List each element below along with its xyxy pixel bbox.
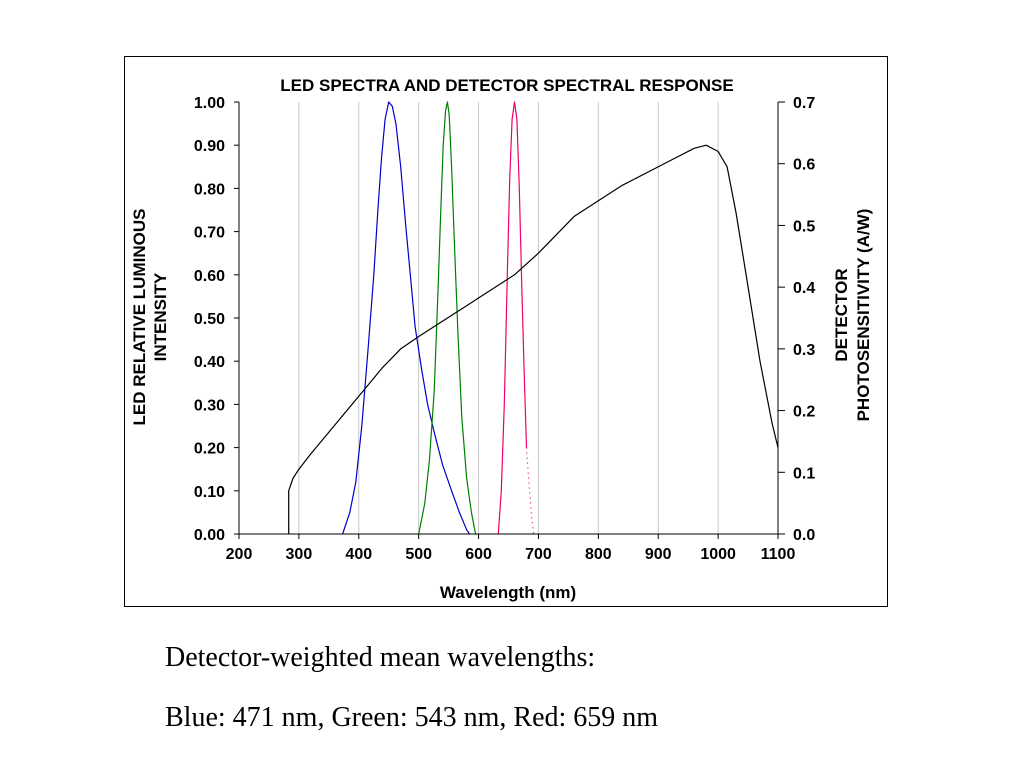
series-line-2 xyxy=(497,101,528,535)
x-tick-label: 600 xyxy=(465,546,492,563)
x-axis-label: Wavelength (nm) xyxy=(440,583,576,602)
left-axis-label-line-1: LED RELATIVE LUMINOUS xyxy=(130,209,149,426)
left-axis-label-line-2: INTENSITY xyxy=(151,272,170,361)
y-left-tick-label: 0.70 xyxy=(194,225,225,242)
x-tick-label: 900 xyxy=(645,546,672,563)
y-left-tick-label: 1.00 xyxy=(194,95,225,112)
right-axis-label: DETECTOR PHOTOSENSITIVITY (A/W) xyxy=(832,209,873,422)
y-right-tick-label: 0.2 xyxy=(793,404,815,421)
y-right-tick-label: 0.1 xyxy=(793,465,815,482)
y-left-tick-label: 0.30 xyxy=(194,397,225,414)
series-layer xyxy=(288,101,779,535)
y-left-tick-label: 0.60 xyxy=(194,268,225,285)
y-left-tick-label: 0.00 xyxy=(194,527,225,544)
x-tick-label: 400 xyxy=(345,546,372,563)
y-right-tick-label: 0.7 xyxy=(793,95,815,112)
x-tick-label: 500 xyxy=(405,546,432,563)
caption-line-2: Blue: 471 nm, Green: 543 nm, Red: 659 nm xyxy=(165,702,659,733)
left-axis-label: LED RELATIVE LUMINOUS INTENSITY xyxy=(130,209,170,426)
x-tick-label: 800 xyxy=(585,546,612,563)
x-tick-label: 1000 xyxy=(700,546,736,563)
series-line-1 xyxy=(418,101,477,535)
right-axis-label-line-2: PHOTOSENSITIVITY (A/W) xyxy=(854,209,873,422)
y-right-tick-label: 0.5 xyxy=(793,218,815,235)
x-tick-label: 700 xyxy=(525,546,552,563)
chart-title: LED SPECTRA AND DETECTOR SPECTRAL RESPON… xyxy=(280,76,733,95)
y-left-tick-label: 0.10 xyxy=(194,484,225,501)
y-left-tick-label: 0.50 xyxy=(194,311,225,328)
x-tick-label: 200 xyxy=(226,546,253,563)
chart-svg: 200 300 400 500 600 700 800 900 1000 11000.000.10… xyxy=(130,76,873,602)
caption-line-1: Detector-weighted mean wavelengths: xyxy=(165,642,596,673)
chart-frame: 200 300 400 500 600 700 800 900 1000 1100 0.00 0.10… xyxy=(124,56,888,607)
y-right-tick-label: 0.6 xyxy=(793,157,815,174)
y-left-tick-label: 0.20 xyxy=(194,441,225,458)
grid-layer xyxy=(298,102,719,534)
y-left-tick-label: 0.80 xyxy=(194,181,225,198)
y-left-tick-label: 0.40 xyxy=(194,354,225,371)
axes-layer: 200 300 400 500 600 700 800 900 1000 11000.000.10… xyxy=(194,95,815,563)
y-right-tick-label: 0.3 xyxy=(793,342,815,359)
x-tick-label: 1100 xyxy=(761,546,796,563)
right-axis-label-line-1: DETECTOR xyxy=(832,268,851,361)
x-tick-label: 300 xyxy=(286,546,313,563)
series-line-3 xyxy=(525,447,535,535)
y-right-tick-label: 0.4 xyxy=(793,280,815,297)
y-right-tick-label: 0.0 xyxy=(793,527,815,544)
series-line-0 xyxy=(342,101,471,535)
y-left-tick-label: 0.90 xyxy=(194,138,225,155)
series-line-4 xyxy=(288,144,779,534)
